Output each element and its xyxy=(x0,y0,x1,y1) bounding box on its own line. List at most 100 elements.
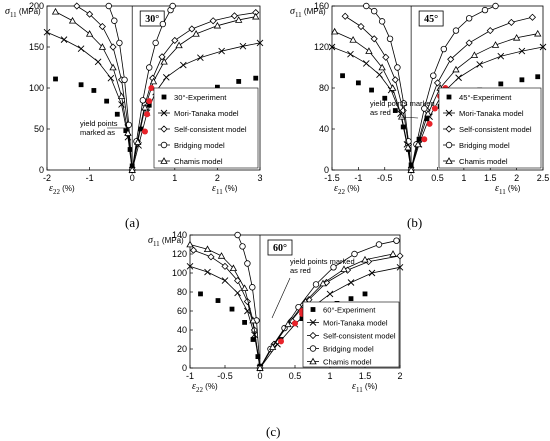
data-point xyxy=(149,77,158,85)
data-point xyxy=(396,263,404,271)
data-point xyxy=(68,16,77,24)
x-tick-label: 2 xyxy=(514,173,519,183)
yield-point xyxy=(292,320,298,327)
x-tick-label: 2.5 xyxy=(537,173,550,183)
y-tick-label: 60 xyxy=(177,306,187,316)
x-tick-label: 0.5 xyxy=(289,371,302,381)
data-point xyxy=(414,140,422,148)
data-point xyxy=(218,47,225,55)
data-point xyxy=(109,63,117,71)
data-point xyxy=(392,108,398,113)
data-point xyxy=(117,92,126,99)
series-line xyxy=(189,265,261,369)
data-point xyxy=(447,55,455,63)
data-point xyxy=(188,25,196,33)
data-point xyxy=(512,33,521,41)
legend-marker xyxy=(309,345,317,352)
x-tick-label: -1 xyxy=(86,173,94,183)
annotation-text: yield points marked as red xyxy=(290,257,355,275)
legend-box xyxy=(438,87,542,169)
data-point xyxy=(158,53,166,61)
data-point xyxy=(239,42,247,50)
x-tick-label: 0 xyxy=(130,173,135,183)
yield-point xyxy=(431,105,438,112)
data-point xyxy=(239,243,246,250)
data-point xyxy=(326,290,334,298)
data-point xyxy=(361,255,369,263)
data-point xyxy=(365,47,373,54)
legend-marker xyxy=(160,157,168,164)
data-point xyxy=(394,64,401,71)
y-tick-label: 100 xyxy=(29,83,44,93)
x-axis-label-left: ε22 (%) xyxy=(334,183,360,196)
y-tick-label: 0 xyxy=(182,363,187,373)
legend-entry: Mori-Tanaka model xyxy=(459,109,524,118)
data-point xyxy=(319,279,327,287)
data-point xyxy=(229,264,238,272)
data-point xyxy=(397,112,406,120)
data-point xyxy=(470,51,479,58)
x-tick-label: 0 xyxy=(409,173,414,183)
legend-marker xyxy=(446,94,452,100)
annotation-text: yield points marked as xyxy=(80,119,118,137)
y-tick-label: 160 xyxy=(314,1,329,11)
data-point xyxy=(146,102,152,108)
y-tick-label: 120 xyxy=(172,249,187,259)
x-tick-label: 1 xyxy=(327,371,332,381)
x-tick-label: -1.5 xyxy=(324,173,340,183)
data-point xyxy=(491,41,500,48)
data-point xyxy=(213,21,222,29)
data-point xyxy=(217,252,226,259)
legend-entry: Bridging model xyxy=(459,141,510,150)
data-point xyxy=(171,36,179,45)
legend-entry: 60°-Experiment xyxy=(323,306,376,315)
data-point xyxy=(77,45,85,52)
x-tick-label: -1 xyxy=(354,173,362,183)
data-point xyxy=(539,43,547,51)
data-point xyxy=(186,263,194,270)
legend-marker xyxy=(160,125,168,133)
data-point xyxy=(391,76,399,84)
data-point xyxy=(197,54,204,61)
data-point xyxy=(430,72,437,79)
data-point xyxy=(497,52,505,60)
legend-entry: Chamis model xyxy=(174,157,223,166)
y-tick-label: 100 xyxy=(172,268,187,278)
data-point xyxy=(125,121,132,129)
data-point xyxy=(535,74,541,80)
legend-entry: Bridging model xyxy=(323,345,374,354)
data-point xyxy=(104,98,110,104)
yield-point xyxy=(146,98,153,105)
yield-point xyxy=(148,85,155,91)
data-point xyxy=(378,63,386,71)
yield-point xyxy=(426,120,433,127)
data-point xyxy=(98,22,106,31)
data-point xyxy=(134,138,142,145)
legend-entry: 30°-Experiment xyxy=(174,93,227,102)
legend-marker xyxy=(160,141,168,149)
x-tick-label: 3 xyxy=(257,173,262,183)
data-point xyxy=(351,250,358,258)
data-point xyxy=(362,291,368,297)
data-point xyxy=(169,2,176,10)
x-tick-label: 0 xyxy=(257,371,262,381)
data-point xyxy=(284,320,292,328)
x-tick-label: -0.5 xyxy=(377,173,393,183)
x-tick-label: 1 xyxy=(172,173,177,183)
data-point xyxy=(378,18,386,25)
data-point xyxy=(376,71,383,78)
y-axis-label: σ11 (MPa) xyxy=(5,6,41,19)
chart-panel-0: 0 50 100 150 200 -2 -1 0 1 2 3 σ11 (MPa) ε22 (%) ε11 … xyxy=(5,1,264,196)
panel-label-a: (a) xyxy=(125,215,140,230)
data-point xyxy=(363,2,370,10)
y-tick-label: 120 xyxy=(314,42,329,52)
data-point xyxy=(476,61,484,68)
legend-entry: 45°-Experiment xyxy=(459,93,512,102)
y-tick-label: 20 xyxy=(177,344,187,354)
x-tick-label: 2 xyxy=(397,371,402,381)
angle-label-box xyxy=(418,10,444,27)
data-point xyxy=(186,240,194,248)
x-tick-label: 2 xyxy=(215,173,220,183)
data-point xyxy=(249,316,257,324)
legend-marker xyxy=(445,157,453,164)
